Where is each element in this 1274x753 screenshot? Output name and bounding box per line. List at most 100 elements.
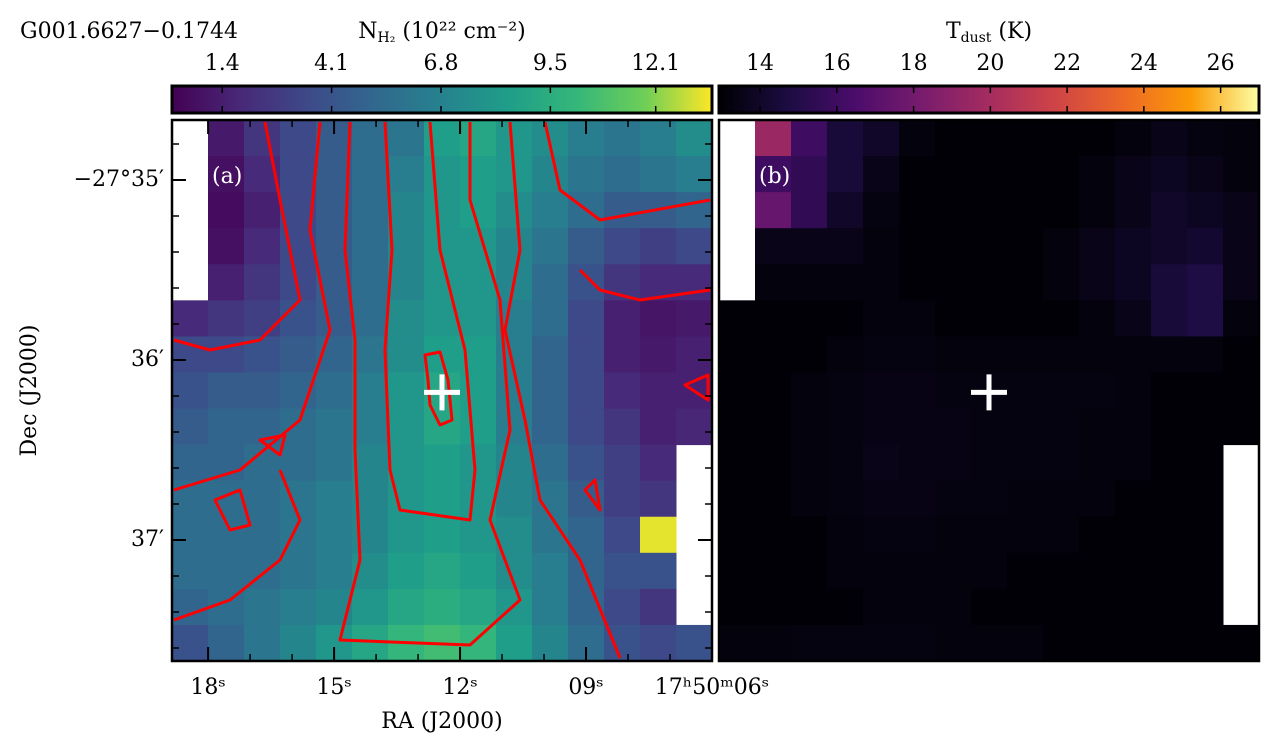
pixel bbox=[935, 588, 972, 626]
pixel bbox=[1187, 192, 1224, 229]
pixel bbox=[1151, 624, 1188, 662]
pixel bbox=[388, 300, 425, 337]
pixel bbox=[352, 408, 389, 446]
pixel bbox=[971, 624, 1008, 662]
pixel bbox=[1079, 120, 1116, 157]
colorbar-tick-label: 6.8 bbox=[423, 51, 458, 76]
pixel bbox=[1007, 444, 1044, 482]
pixel bbox=[1151, 516, 1188, 554]
pixel bbox=[755, 588, 792, 626]
label-subscript: dust bbox=[961, 30, 992, 46]
pixel bbox=[971, 192, 1008, 229]
pixel bbox=[1079, 588, 1116, 626]
pixel bbox=[827, 192, 864, 229]
pixel bbox=[640, 228, 677, 265]
pixel bbox=[827, 480, 864, 518]
pixel bbox=[1187, 336, 1224, 373]
pixel bbox=[496, 192, 533, 229]
pixel bbox=[388, 516, 425, 554]
pixel bbox=[935, 228, 972, 265]
y-axis-label: Dec (J2000) bbox=[17, 325, 42, 457]
pixel bbox=[460, 120, 497, 157]
pixel bbox=[640, 120, 677, 157]
pixel bbox=[676, 336, 713, 373]
pixel bbox=[863, 264, 900, 301]
pixel bbox=[460, 300, 497, 337]
pixel bbox=[827, 336, 864, 373]
contour bbox=[173, 469, 302, 622]
pixel bbox=[460, 480, 497, 518]
colorbar-tick-label: 16 bbox=[823, 51, 851, 76]
pixel bbox=[532, 156, 569, 193]
pixel bbox=[352, 624, 389, 662]
pixel bbox=[827, 588, 864, 626]
pixel bbox=[1007, 588, 1044, 626]
pixel bbox=[1043, 408, 1080, 446]
pixel bbox=[1151, 588, 1188, 626]
pixel bbox=[172, 372, 209, 410]
pixel bbox=[1223, 336, 1260, 373]
pixel bbox=[1151, 120, 1188, 157]
colorbar-tick-label: 20 bbox=[976, 51, 1004, 76]
pixel bbox=[1187, 480, 1224, 518]
pixel bbox=[604, 480, 641, 518]
pixel bbox=[208, 624, 245, 662]
pixel bbox=[352, 120, 389, 157]
colorbar-label: Tdust (K) bbox=[946, 19, 1032, 46]
pixel bbox=[1079, 300, 1116, 337]
pixel bbox=[791, 156, 828, 193]
pixel bbox=[899, 480, 936, 518]
pixel bbox=[935, 480, 972, 518]
pixel bbox=[1151, 444, 1188, 482]
pixel bbox=[1115, 408, 1152, 446]
colorbar-tick-label: 22 bbox=[1053, 51, 1081, 76]
pixel bbox=[935, 552, 972, 590]
pixel bbox=[1043, 444, 1080, 482]
pixel bbox=[827, 372, 864, 410]
pixel bbox=[208, 480, 245, 518]
label-unit: (10²² cm⁻²) bbox=[395, 19, 525, 44]
contour bbox=[173, 121, 332, 492]
pixel bbox=[1115, 516, 1152, 554]
pixel bbox=[532, 192, 569, 229]
pixel bbox=[791, 444, 828, 482]
pixel bbox=[1115, 480, 1152, 518]
pixel bbox=[532, 300, 569, 337]
pixel bbox=[1115, 588, 1152, 626]
pixel bbox=[208, 120, 245, 157]
pixel bbox=[1007, 156, 1044, 193]
pixel bbox=[604, 372, 641, 410]
colorbar-tick-label: 1.4 bbox=[205, 51, 240, 76]
pixel bbox=[1043, 552, 1080, 590]
pixel bbox=[1187, 264, 1224, 301]
pixel bbox=[899, 192, 936, 229]
pixel bbox=[719, 624, 756, 662]
pixel bbox=[935, 336, 972, 373]
pixel bbox=[827, 156, 864, 193]
pixel bbox=[1115, 336, 1152, 373]
pixel bbox=[1115, 552, 1152, 590]
pixel bbox=[863, 336, 900, 373]
pixel bbox=[935, 264, 972, 301]
pixel bbox=[1223, 228, 1260, 265]
pixel bbox=[1187, 408, 1224, 446]
pixel bbox=[719, 480, 756, 518]
pixel bbox=[755, 624, 792, 662]
pixel bbox=[935, 408, 972, 446]
pixel bbox=[640, 372, 677, 410]
pixel bbox=[352, 372, 389, 410]
pixel bbox=[1043, 588, 1080, 626]
x-tick-label: 12ˢ bbox=[442, 675, 477, 700]
pixel bbox=[352, 588, 389, 626]
pixel bbox=[719, 444, 756, 482]
pixel bbox=[244, 228, 281, 265]
pixel bbox=[532, 264, 569, 301]
source-marker bbox=[424, 374, 460, 411]
pixel bbox=[1007, 372, 1044, 410]
pixel bbox=[496, 516, 533, 554]
pixel bbox=[863, 408, 900, 446]
pixel bbox=[568, 264, 605, 301]
pixel bbox=[971, 336, 1008, 373]
contour bbox=[423, 350, 454, 427]
